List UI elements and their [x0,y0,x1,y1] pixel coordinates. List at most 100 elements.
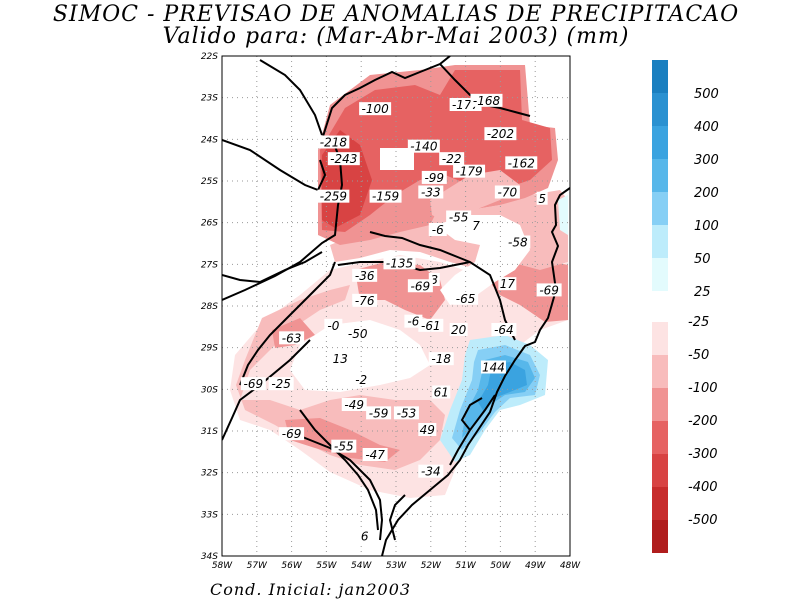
legend-label-positive: 200 [694,186,719,201]
legend-swatch-negative [652,322,668,355]
value-label: -34 [421,465,441,479]
y-tick-label: 22S [201,52,218,62]
border-pr-sc [369,231,471,263]
plot-frame [221,55,571,557]
initial-condition-label: Cond. Inicial: jan2003 [210,580,412,599]
value-label: -69 [411,279,431,293]
value-label-bg [428,352,454,366]
value-label: -69 [539,283,559,297]
legend-swatch-negative [652,388,668,421]
value-label-bg [536,191,548,205]
value-label-bg [453,291,479,305]
value-labels: -177-168-100-202-218 -140-243 -22 -162-179-… [240,93,562,543]
field-positive-stronger [478,362,527,412]
x-tick-label: 49W [525,561,546,571]
color-legend: 500 400 300 200 100 50 25 -25 -50 -100 -200 -300 -40… [652,60,719,553]
value-label: -76 [355,294,375,308]
value-label-bg [470,218,482,232]
value-label-bg [352,373,371,386]
value-label-bg [327,152,360,166]
legend-label-positive: 300 [694,153,719,168]
value-label-bg [407,279,433,293]
value-label-bg [421,170,447,184]
value-label-bg [453,164,486,178]
value-label-bg [407,139,440,153]
border-paraguay-north [259,59,323,136]
value-label-bg [352,268,378,282]
value-label: -168 [473,94,501,108]
legend-swatch-negative [652,355,668,388]
value-label-bg [369,189,402,203]
value-label: -162 [508,156,535,170]
value-label: -202 [487,127,514,141]
legend-label-positive: 50 [694,252,711,267]
value-label-bg [470,93,503,107]
y-tick-label: 24S [201,135,218,145]
x-tick-label: 55W [316,561,337,571]
y-tick-label: 26S [201,219,218,229]
border-north-parana [319,56,451,147]
border-uruguay-south [299,409,379,531]
value-label: -53 [397,406,417,420]
y-tick-label: 33S [201,510,218,520]
y-tick-label: 28S [201,302,218,312]
value-label: 17 [500,277,516,291]
value-label: -0 [327,319,339,333]
border-argentina-interior [222,251,323,284]
x-axis-labels: 58W 57W 56W 55W 54W 53W 52W 51W 50W 49W 48W [212,561,581,571]
value-label: -59 [369,406,389,420]
x-tick-label: 52W [421,561,442,571]
value-label: -50 [348,327,368,341]
legend-label-negative: -50 [688,348,709,363]
value-label: -100 [362,102,390,116]
y-tick-label: 23S [201,94,218,104]
legend-label-positive: 400 [694,120,719,135]
map-title-line2: Valido para: (Mar-Abr-Mai 2003) (mm) [162,24,630,49]
value-label: -25 [271,377,291,391]
legend-swatch-positive [652,258,668,291]
value-label: -65 [456,292,476,306]
x-tick-label: 51W [455,561,476,571]
y-tick-label: 30S [201,385,218,395]
value-label: -64 [494,323,514,337]
value-label-bg [317,135,350,149]
map-boundaries [222,56,570,556]
value-label-bg [494,185,520,199]
value-label: -69 [244,377,264,391]
value-label: -55 [334,440,354,454]
value-label-bg [279,427,305,441]
y-tick-label: 29S [201,344,218,354]
legend-swatch-positive [652,159,668,192]
field-positive-coast [558,195,568,235]
field-white-gap [380,148,414,170]
value-label-bg [331,439,357,453]
value-label-bg [341,398,367,411]
value-label-bg [418,185,444,199]
value-label: -47 [365,448,385,462]
field-light-negative-center [430,170,520,222]
value-label: 49 [420,423,435,437]
value-label: 5 [538,192,546,206]
coastline [381,187,570,556]
value-label: -63 [282,331,302,345]
legend-label-positive: 25 [694,285,711,300]
border-rs-uruguay [222,339,384,541]
value-label: -6 [407,315,419,329]
y-tick-label: 34S [201,552,218,562]
legend-label-positive: 500 [694,87,719,102]
value-label-bg [418,464,444,478]
value-label: -69 [282,427,302,441]
legend-swatch-positive [652,192,668,225]
value-label-bg [484,127,517,141]
y-tick-label: 31S [201,427,218,437]
value-label-bg [428,223,447,236]
value-label-bg [418,318,444,332]
value-label-bg [352,293,378,307]
value-label-bg [505,235,531,249]
y-tick-label: 32S [201,469,218,479]
value-label: -243 [330,152,357,166]
field-near-zero-west [290,320,430,392]
value-label-bg [366,406,392,420]
value-label: 6 [361,529,369,543]
